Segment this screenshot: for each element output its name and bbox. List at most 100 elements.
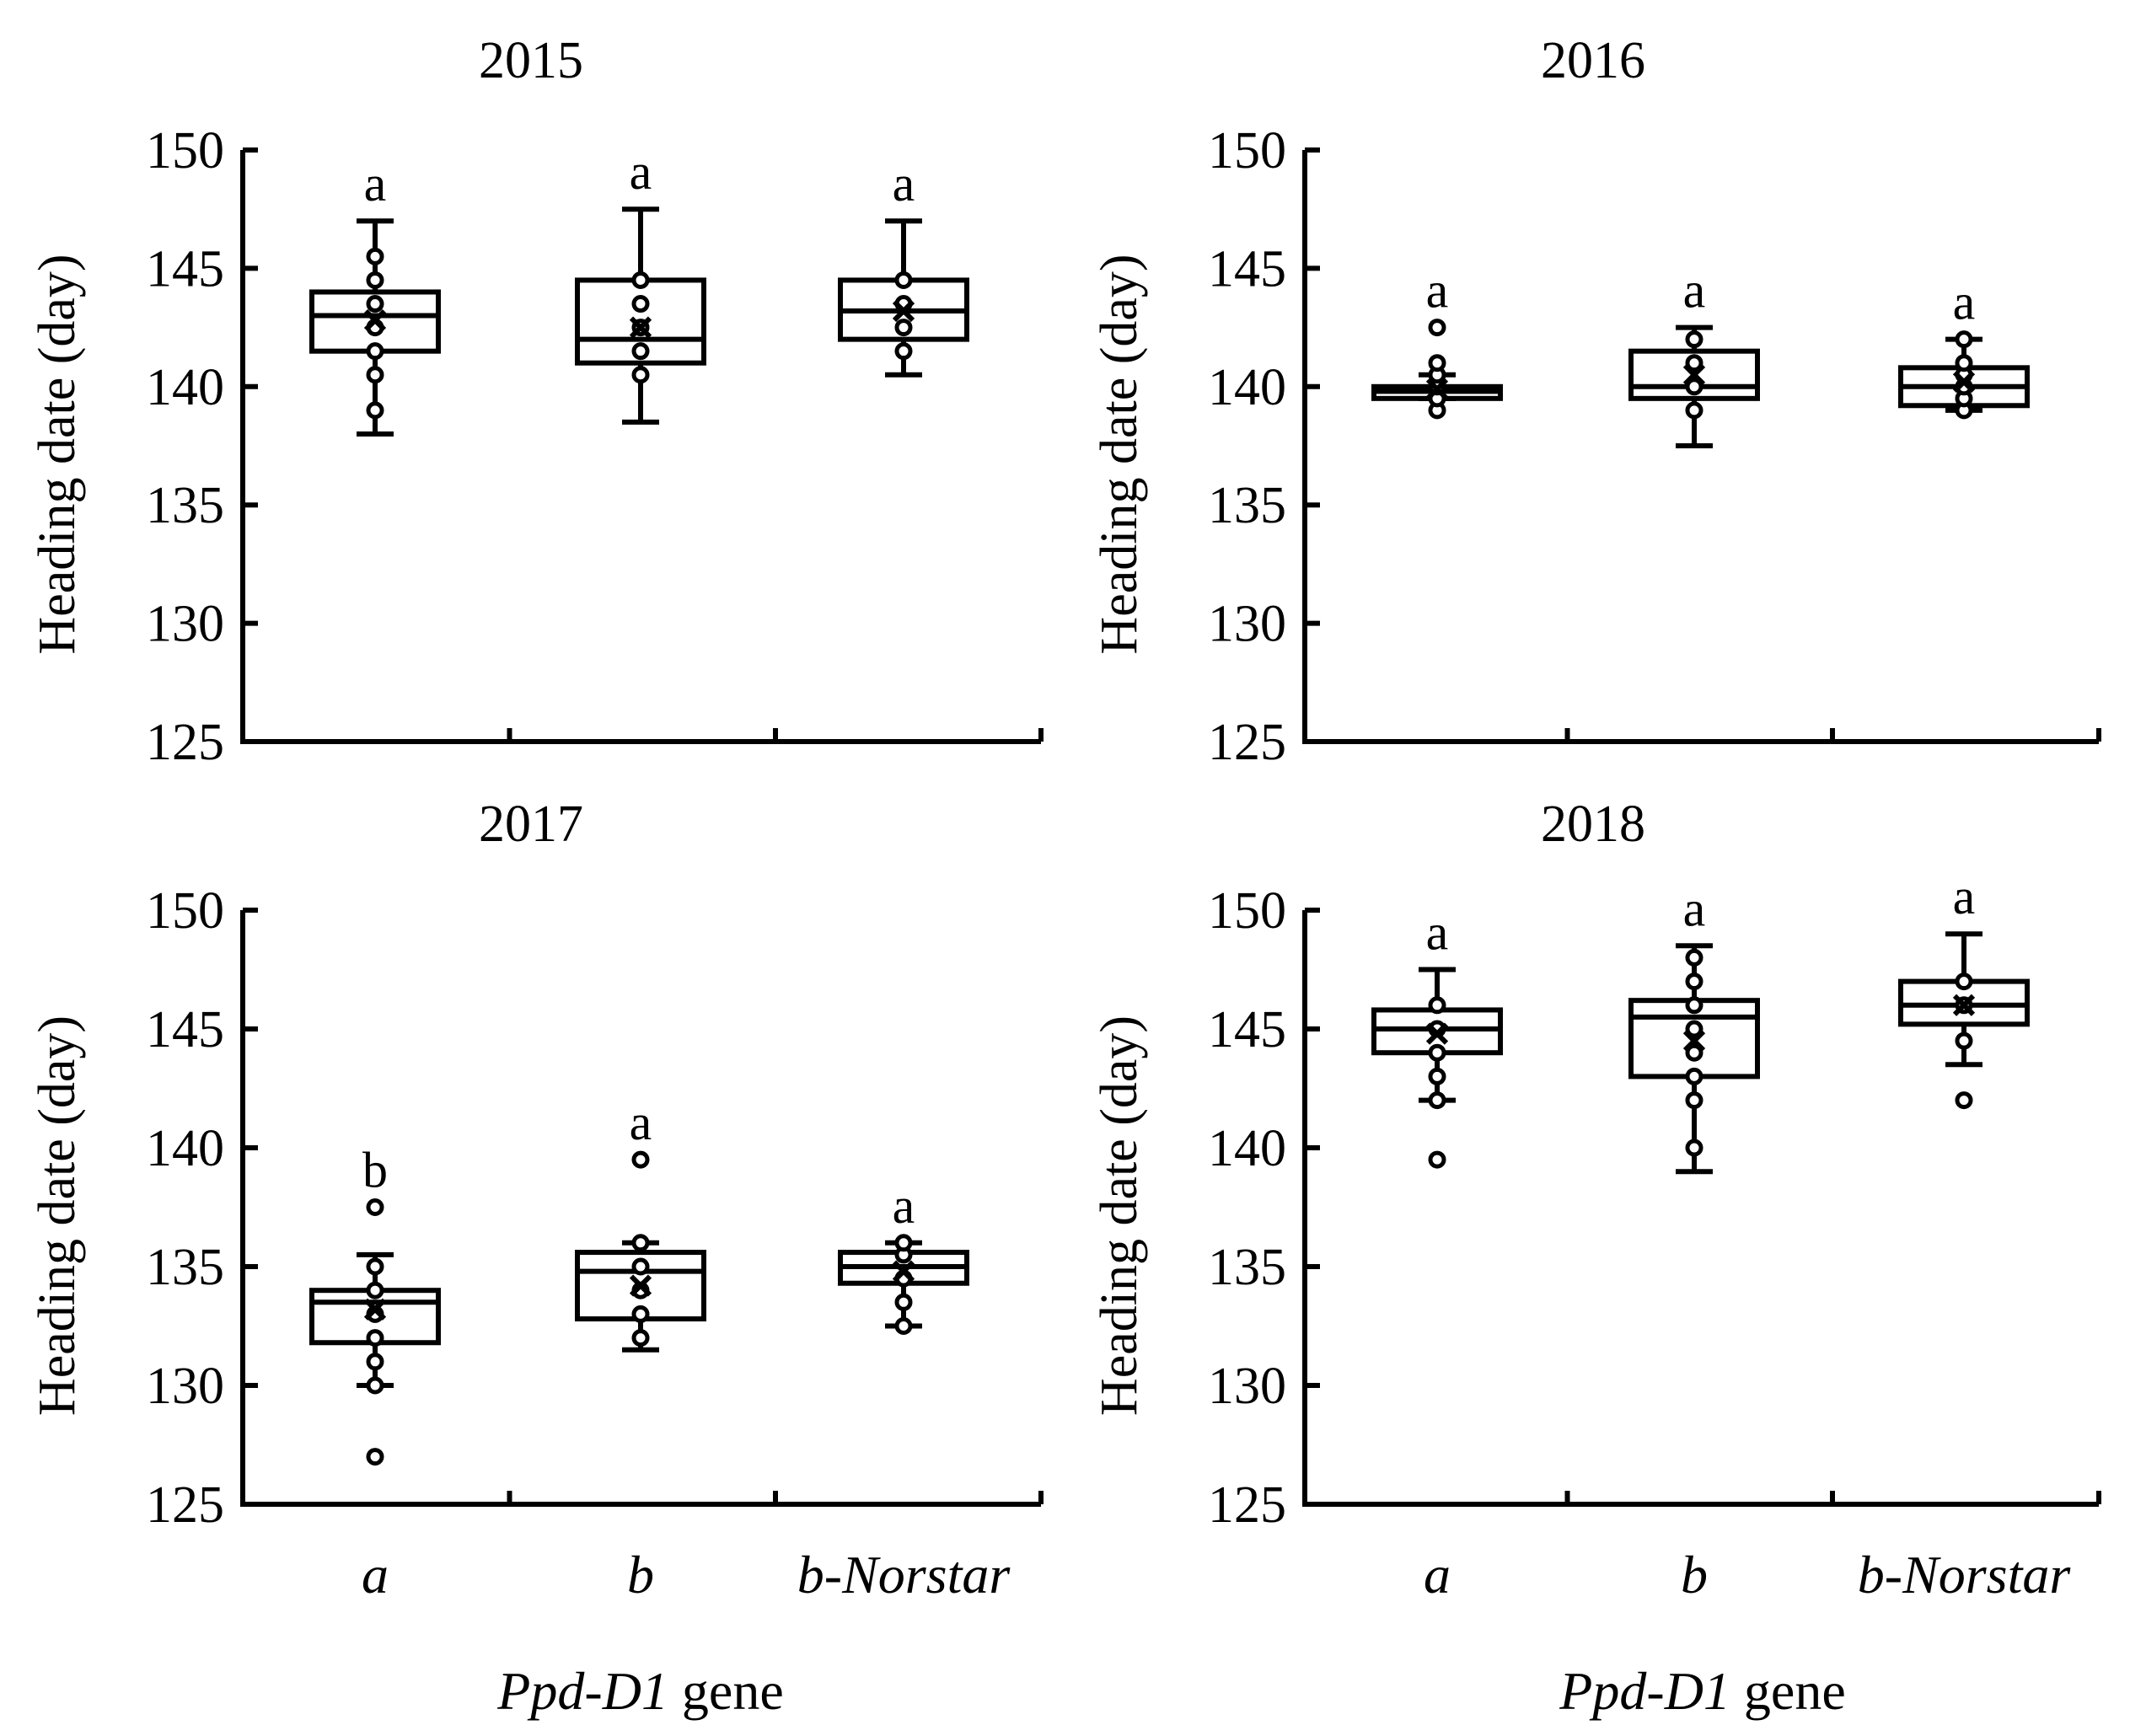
mean-marker bbox=[1682, 363, 1706, 386]
y-tick-label: 135 bbox=[146, 477, 224, 534]
y-axis-label: Heading date (day) bbox=[1091, 1015, 1148, 1416]
data-point bbox=[631, 1150, 650, 1169]
box-b-Norstar: a bbox=[838, 156, 969, 378]
significance-letter: a bbox=[1683, 263, 1706, 319]
significance-letter: b bbox=[362, 1143, 388, 1198]
y-axis-label: Heading date (day) bbox=[1091, 254, 1148, 654]
y-tick-label: 125 bbox=[146, 1476, 224, 1534]
y-tick-label: 140 bbox=[1208, 1120, 1286, 1177]
significance-letter: a bbox=[1953, 869, 1976, 924]
data-point bbox=[1685, 948, 1703, 967]
significance-letter: a bbox=[630, 144, 652, 200]
data-point bbox=[366, 295, 384, 313]
data-point bbox=[366, 271, 384, 289]
y-tick-label: 130 bbox=[1208, 1358, 1286, 1415]
y-tick-label: 135 bbox=[146, 1239, 224, 1296]
data-point bbox=[366, 342, 384, 361]
data-point bbox=[631, 366, 650, 384]
data-point bbox=[1955, 1031, 1973, 1050]
data-point bbox=[1428, 996, 1446, 1015]
panel-title: 2015 bbox=[479, 32, 583, 89]
box-b-Norstar: a bbox=[1898, 869, 2030, 1110]
data-point bbox=[1955, 972, 1973, 991]
data-point bbox=[894, 1317, 913, 1335]
data-point bbox=[1955, 354, 1973, 372]
x-tick-label: b bbox=[1681, 1545, 1708, 1605]
y-tick-label: 140 bbox=[146, 1120, 224, 1177]
y-tick-label: 145 bbox=[1208, 1001, 1286, 1058]
x-tick-label: a bbox=[1424, 1545, 1451, 1605]
y-axis-label: Heading date (day) bbox=[29, 254, 86, 654]
data-point bbox=[894, 1234, 913, 1252]
data-point bbox=[894, 342, 913, 361]
box-a: b bbox=[309, 1143, 441, 1466]
box-a: a bbox=[1371, 263, 1503, 420]
data-point bbox=[1685, 1139, 1703, 1157]
data-point bbox=[1685, 1091, 1703, 1110]
data-point bbox=[1685, 330, 1703, 349]
x-axis-title-gene: Ppd-D1 bbox=[496, 1661, 668, 1721]
data-point bbox=[1428, 1043, 1446, 1062]
box-a: a bbox=[1371, 905, 1503, 1169]
panel-title: 2017 bbox=[479, 796, 583, 853]
data-point bbox=[366, 366, 384, 384]
significance-letter: a bbox=[1426, 263, 1449, 319]
data-point bbox=[1428, 1091, 1446, 1110]
panel-2016: 2016 125 130 135 140 145 150 Heading date (day)… bbox=[1091, 32, 2101, 771]
significance-letter: a bbox=[893, 156, 915, 212]
box-b-Norstar: a bbox=[1898, 275, 2030, 420]
data-point bbox=[1955, 1091, 1973, 1110]
data-point bbox=[1685, 996, 1703, 1015]
panel-title: 2016 bbox=[1541, 32, 1645, 89]
mean-marker bbox=[892, 1260, 915, 1283]
x-axis-title-rest: gene bbox=[1730, 1661, 1846, 1721]
data-point bbox=[366, 1257, 384, 1276]
mean-marker bbox=[363, 1298, 387, 1321]
data-point bbox=[366, 1281, 384, 1299]
x-axis-title-rest: gene bbox=[668, 1661, 784, 1721]
y-tick-label: 145 bbox=[1208, 240, 1286, 297]
significance-letter: a bbox=[893, 1178, 915, 1234]
significance-letter: a bbox=[1953, 275, 1976, 330]
data-point bbox=[366, 1329, 384, 1348]
data-point bbox=[1685, 1043, 1703, 1062]
mean-marker bbox=[363, 309, 387, 332]
box-b: a bbox=[1628, 881, 1760, 1175]
y-tick-label: 145 bbox=[146, 240, 224, 297]
mean-marker bbox=[1425, 378, 1449, 400]
data-point bbox=[1685, 354, 1703, 372]
y-tick-label: 135 bbox=[1208, 1239, 1286, 1296]
significance-letter: a bbox=[1683, 881, 1706, 936]
data-point bbox=[1685, 1067, 1703, 1085]
significance-letter: a bbox=[630, 1095, 652, 1150]
y-tick-label: 140 bbox=[1208, 359, 1286, 416]
y-tick-label: 125 bbox=[146, 714, 224, 771]
box-a: a bbox=[309, 156, 441, 437]
x-axis-title-gene: Ppd-D1 bbox=[1559, 1661, 1730, 1721]
data-point bbox=[631, 1305, 650, 1323]
mean-marker bbox=[892, 299, 915, 323]
x-tick-label: b-Norstar bbox=[1858, 1545, 2072, 1605]
y-axis-label: Heading date (day) bbox=[29, 1015, 86, 1416]
x-axis-title: Ppd-D1 gene bbox=[496, 1661, 783, 1721]
data-point bbox=[631, 271, 650, 289]
data-point bbox=[1685, 1020, 1703, 1038]
y-tick-label: 140 bbox=[146, 359, 224, 416]
y-tick-label: 150 bbox=[1208, 122, 1286, 179]
y-tick-label: 125 bbox=[1208, 1476, 1286, 1534]
y-tick-label: 135 bbox=[1208, 477, 1286, 534]
data-point bbox=[631, 1329, 650, 1348]
data-point bbox=[366, 247, 384, 265]
x-tick-label: a bbox=[362, 1545, 389, 1605]
y-tick-label: 125 bbox=[1208, 714, 1286, 771]
y-tick-label: 150 bbox=[1208, 882, 1286, 940]
panel-2018: 2018 125 130 135 140 145 150 Heading date (day)… bbox=[1091, 796, 2101, 1721]
box-b: a bbox=[575, 144, 706, 425]
y-tick-label: 130 bbox=[1208, 596, 1286, 653]
significance-letter: a bbox=[1426, 905, 1449, 961]
data-point bbox=[894, 1293, 913, 1311]
data-point bbox=[631, 342, 650, 361]
mean-marker bbox=[629, 1274, 652, 1297]
data-point bbox=[1428, 1067, 1446, 1085]
